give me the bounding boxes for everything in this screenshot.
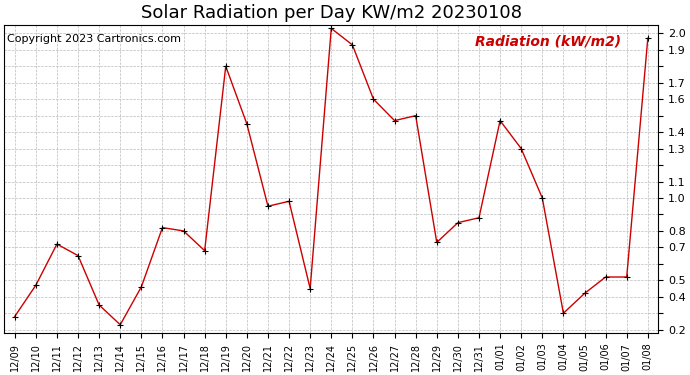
- Title: Solar Radiation per Day KW/m2 20230108: Solar Radiation per Day KW/m2 20230108: [141, 4, 522, 22]
- Text: Radiation (kW/m2): Radiation (kW/m2): [475, 34, 621, 48]
- Text: Copyright 2023 Cartronics.com: Copyright 2023 Cartronics.com: [8, 34, 181, 44]
